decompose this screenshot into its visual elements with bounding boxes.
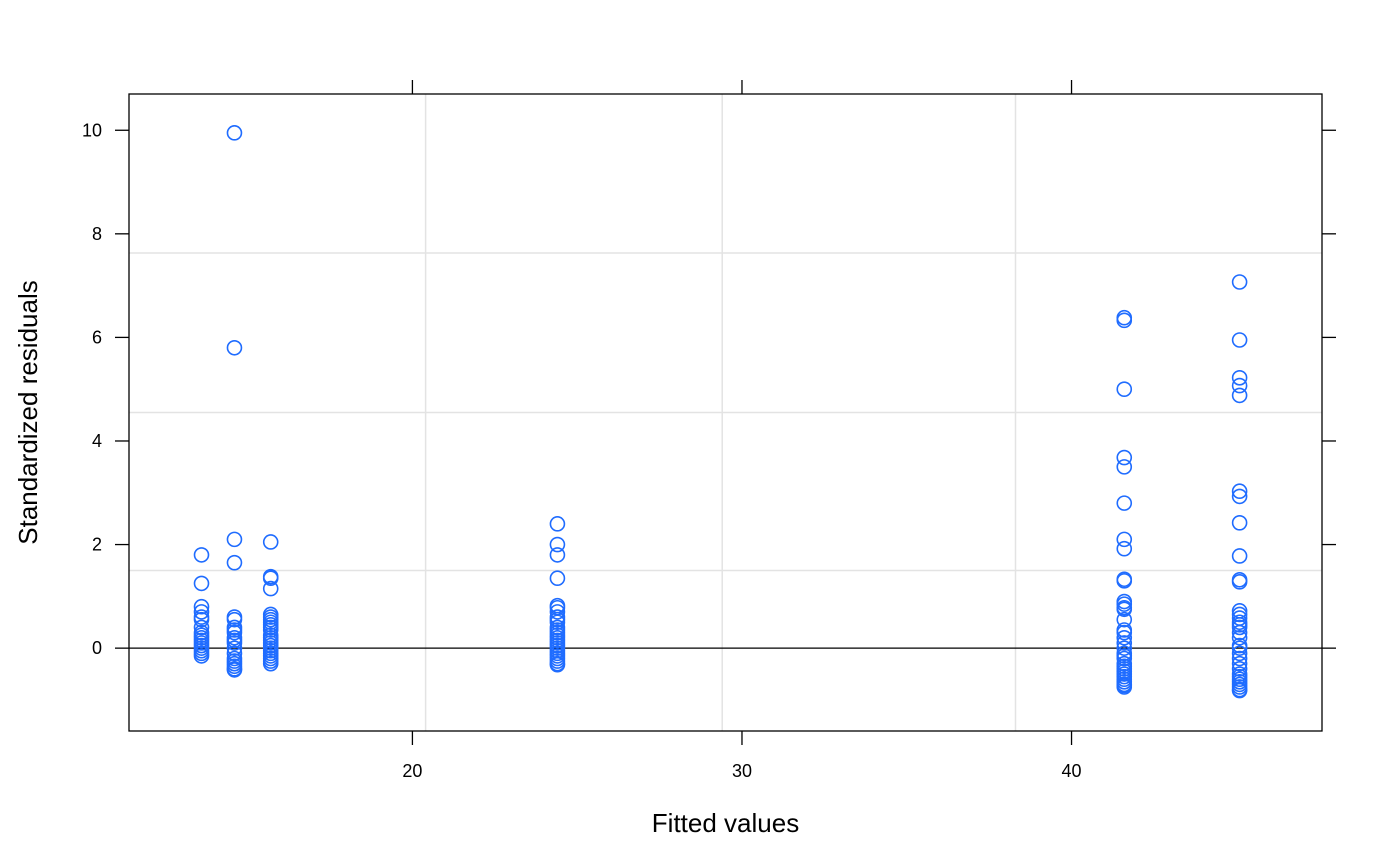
data-point	[1116, 449, 1133, 466]
data-point	[226, 645, 243, 662]
data-point	[193, 604, 210, 620]
data-point	[1231, 488, 1248, 505]
data-point	[262, 570, 279, 587]
data-point	[226, 611, 243, 628]
data-point	[262, 534, 279, 550]
data-point	[1231, 574, 1248, 590]
data-point	[549, 536, 566, 553]
data-point	[262, 580, 279, 597]
data-point	[1231, 370, 1248, 386]
data-point	[193, 648, 210, 664]
data-point	[1116, 624, 1133, 641]
data-point	[226, 624, 243, 641]
x-tick-label: 20	[402, 761, 422, 781]
data-point	[1231, 548, 1248, 564]
data-point	[1116, 540, 1133, 557]
data-point	[1116, 635, 1133, 651]
data-point	[1231, 483, 1248, 500]
data-point	[1116, 611, 1133, 628]
data-point	[1231, 377, 1248, 394]
data-point	[226, 662, 243, 678]
data-point	[226, 125, 243, 141]
data-point	[549, 604, 566, 620]
data-point	[1231, 629, 1248, 646]
data-point	[1116, 459, 1133, 475]
data-point	[1231, 655, 1248, 672]
x-tick-label: 40	[1062, 761, 1082, 781]
data-point	[1116, 596, 1133, 612]
data-point	[549, 570, 566, 587]
data-point	[1116, 381, 1133, 397]
data-point	[1116, 640, 1133, 656]
data-point	[226, 640, 243, 656]
data-point	[1231, 640, 1248, 656]
data-points	[193, 125, 1248, 699]
plot-frame	[128, 93, 1323, 732]
data-point	[549, 516, 566, 532]
x-axis-title: Fitted values	[652, 808, 799, 838]
data-point	[1116, 650, 1133, 667]
data-point	[193, 598, 210, 615]
y-tick-label: 4	[92, 431, 102, 451]
data-point	[549, 656, 566, 673]
data-point	[1231, 619, 1248, 636]
grid-lines	[129, 94, 1322, 731]
data-point	[1231, 650, 1248, 667]
data-point	[226, 635, 243, 651]
data-point	[549, 547, 566, 563]
data-point	[1231, 387, 1248, 404]
data-point	[1231, 624, 1248, 641]
data-point	[1116, 629, 1133, 646]
data-point	[226, 339, 243, 356]
data-point	[1116, 312, 1133, 329]
data-point	[1231, 274, 1248, 290]
data-point	[1116, 679, 1133, 695]
data-point	[262, 655, 279, 672]
data-point	[193, 619, 210, 636]
data-point	[1231, 606, 1248, 623]
y-tick-label: 6	[92, 327, 102, 347]
data-point	[1231, 515, 1248, 531]
y-tick-label: 8	[92, 224, 102, 244]
y-tick-label: 0	[92, 638, 102, 658]
data-point	[549, 614, 566, 631]
data-point	[1231, 645, 1248, 662]
data-point	[1116, 601, 1133, 618]
data-point	[1116, 531, 1133, 548]
data-point	[193, 611, 210, 628]
data-point	[226, 531, 243, 548]
data-point	[193, 575, 210, 592]
y-tick-label: 2	[92, 535, 102, 555]
data-point	[262, 622, 279, 638]
data-point	[1231, 682, 1248, 699]
x-tick-label: 30	[732, 761, 752, 781]
data-point	[193, 547, 210, 563]
data-point	[226, 554, 243, 571]
data-point	[1116, 495, 1133, 511]
y-tick-label: 10	[82, 120, 102, 140]
y-axis-title: Standardized residuals	[13, 280, 43, 545]
data-point	[1231, 661, 1248, 677]
data-point	[1231, 332, 1248, 348]
data-point	[1116, 573, 1133, 589]
axis-ticks: 20 30 40 0 2 4 6 8 10	[82, 80, 1336, 781]
